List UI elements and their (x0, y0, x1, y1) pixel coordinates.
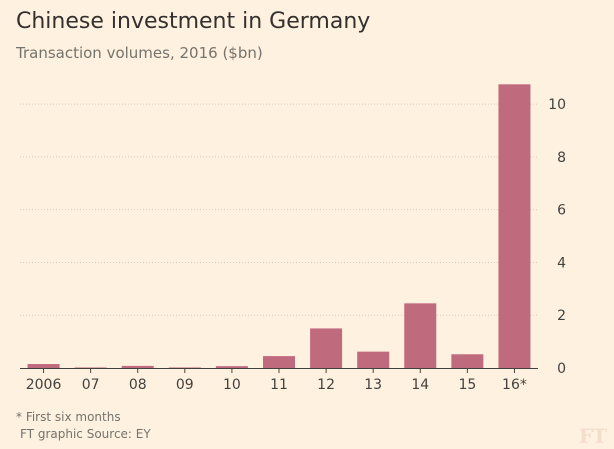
footnote: * First six months (16, 410, 121, 424)
x-tick-label-13: 13 (364, 377, 382, 393)
y-tick-label-10: 10 (548, 97, 566, 113)
y-tick-label-0: 0 (557, 361, 566, 377)
bar-14 (404, 303, 437, 368)
x-tick-label-07: 07 (82, 377, 100, 393)
source-credit: FT graphic Source: EY (20, 427, 151, 441)
bar-2006 (27, 364, 60, 368)
y-tick-label-6: 6 (557, 203, 566, 219)
bar-10 (215, 366, 248, 368)
x-tick-label-15: 15 (458, 377, 476, 393)
chart-title: Chinese investment in Germany (16, 9, 371, 34)
x-tick-label-10: 10 (223, 377, 241, 393)
tick-layer: 0 2 4 6 8 10 2006 07 08 09 10 11 12 13 14 15 16* (20, 97, 566, 393)
x-tick-label-2006: 2006 (26, 377, 62, 393)
x-tick-label-14: 14 (411, 377, 429, 393)
y-tick-label-2: 2 (557, 308, 566, 324)
y-tick-label-4: 4 (557, 255, 566, 271)
bar-16* (498, 84, 531, 368)
bar-15 (451, 354, 484, 368)
x-tick-label-09: 09 (176, 377, 194, 393)
bar-13 (357, 351, 390, 368)
bar-09 (168, 367, 201, 368)
x-tick-label-12: 12 (317, 377, 335, 393)
x-tick-label-11: 11 (270, 377, 288, 393)
chart-subtitle: Transaction volumes, 2016 ($bn) (16, 44, 263, 62)
bar-12 (310, 328, 343, 368)
y-tick-label-8: 8 (557, 150, 566, 166)
x-tick-label-16*: 16* (502, 377, 527, 393)
grid-layer (20, 103, 538, 316)
bar-11 (263, 356, 295, 368)
bar-layer (27, 84, 531, 368)
bar-07 (74, 367, 107, 368)
bar-08 (121, 365, 154, 368)
x-tick-label-08: 08 (129, 377, 147, 393)
ft-logo: FT (578, 424, 607, 448)
